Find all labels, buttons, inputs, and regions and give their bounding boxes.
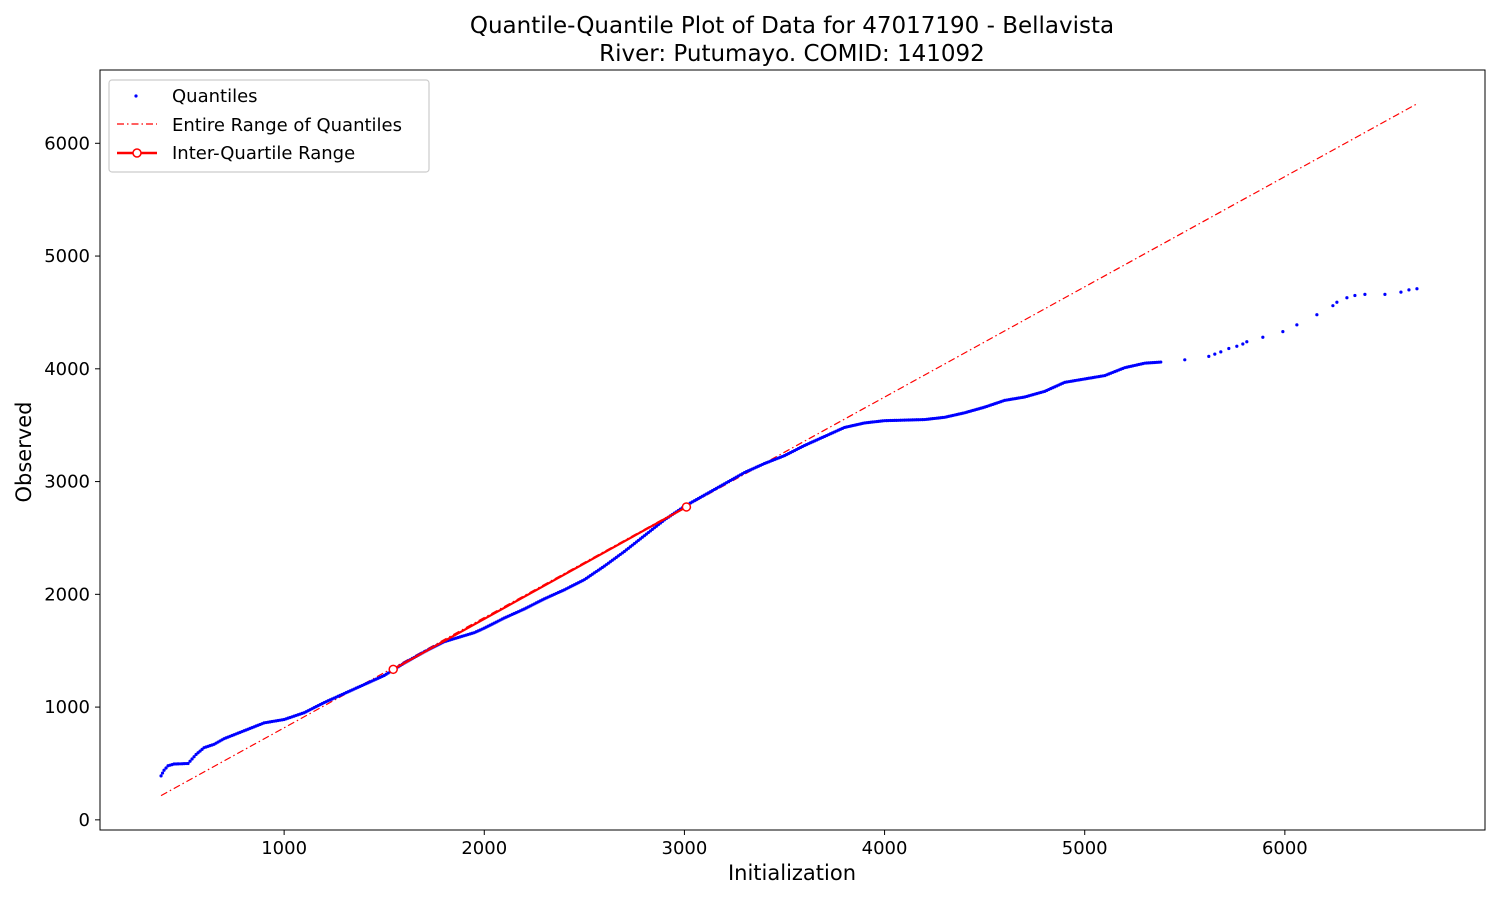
y-axis-title: Observed xyxy=(12,401,36,502)
quantile-point xyxy=(1241,342,1245,346)
quantile-point xyxy=(1207,354,1211,359)
quantile-point xyxy=(1315,313,1319,317)
quantile-point xyxy=(1335,300,1339,304)
iqr-endpoint-marker xyxy=(681,502,692,512)
quantile-point xyxy=(1261,335,1265,339)
legend-range-label: Entire Range of Quantiles xyxy=(172,115,402,136)
y-tick-label: 2000 xyxy=(44,584,90,605)
plot-frame xyxy=(99,69,1486,831)
chart-title: Quantile-Quantile Plot of Data for 47017… xyxy=(470,13,1114,39)
quantile-point xyxy=(1213,352,1217,356)
legend: Quantiles Entire Range of Quantiles Inte… xyxy=(108,79,430,173)
quantile-point xyxy=(164,766,168,770)
quantile-point xyxy=(1399,290,1403,294)
axes: 1000 2000 3000 4000 5000 6000 0 1000 2000 3000 400… xyxy=(44,69,1486,859)
legend-box xyxy=(108,79,430,173)
x-tick-label: 5000 xyxy=(1062,838,1108,859)
quantile-point xyxy=(190,757,194,761)
iqr-endpoint-marker xyxy=(388,664,398,675)
quantile-point xyxy=(192,755,196,759)
plot-area xyxy=(159,103,1419,797)
legend-iqr-marker xyxy=(132,148,142,158)
quantile-point xyxy=(1383,292,1387,296)
iqr-line xyxy=(392,505,687,671)
y-tick-label: 3000 xyxy=(44,472,90,493)
quantile-point xyxy=(1363,292,1367,296)
x-tick-label: 2000 xyxy=(461,838,507,859)
x-axis-title: Initialization xyxy=(728,861,856,885)
quantile-point xyxy=(1345,296,1349,300)
legend-quantiles-label: Quantiles xyxy=(172,86,258,107)
legend-iqr-label: Inter-Quartile Range xyxy=(172,143,355,164)
quantile-point xyxy=(1235,344,1239,348)
x-tick-label: 3000 xyxy=(662,838,708,859)
y-tick-label: 0 xyxy=(79,810,90,831)
chart-subtitle: River: Putumayo. COMID: 141092 xyxy=(599,41,985,67)
quantile-point xyxy=(1159,360,1163,364)
quantile-point xyxy=(1245,340,1249,344)
x-tick-label: 6000 xyxy=(1262,838,1308,859)
y-tick-label: 4000 xyxy=(44,359,90,380)
quantile-point xyxy=(1415,287,1419,291)
quantile-point xyxy=(1353,293,1357,298)
quantile-point xyxy=(1183,358,1187,362)
quantile-point xyxy=(159,774,163,778)
quantile-point xyxy=(1407,288,1411,292)
quantile-point xyxy=(1331,304,1335,308)
y-tick-label: 1000 xyxy=(44,697,90,718)
y-tick-label: 6000 xyxy=(44,133,90,154)
x-tick-label: 4000 xyxy=(862,838,908,859)
quantile-point xyxy=(160,771,165,775)
quantile-point xyxy=(1219,350,1223,354)
quantile-point xyxy=(1281,330,1285,334)
y-tick-label: 5000 xyxy=(44,246,90,267)
x-tick-label: 1000 xyxy=(261,838,307,859)
quantile-point xyxy=(188,759,192,763)
quantile-point xyxy=(1227,346,1231,351)
legend-quantiles-marker xyxy=(134,94,138,98)
quantile-point xyxy=(162,768,166,772)
quantile-point xyxy=(186,761,190,766)
quantile-point xyxy=(1295,323,1299,327)
